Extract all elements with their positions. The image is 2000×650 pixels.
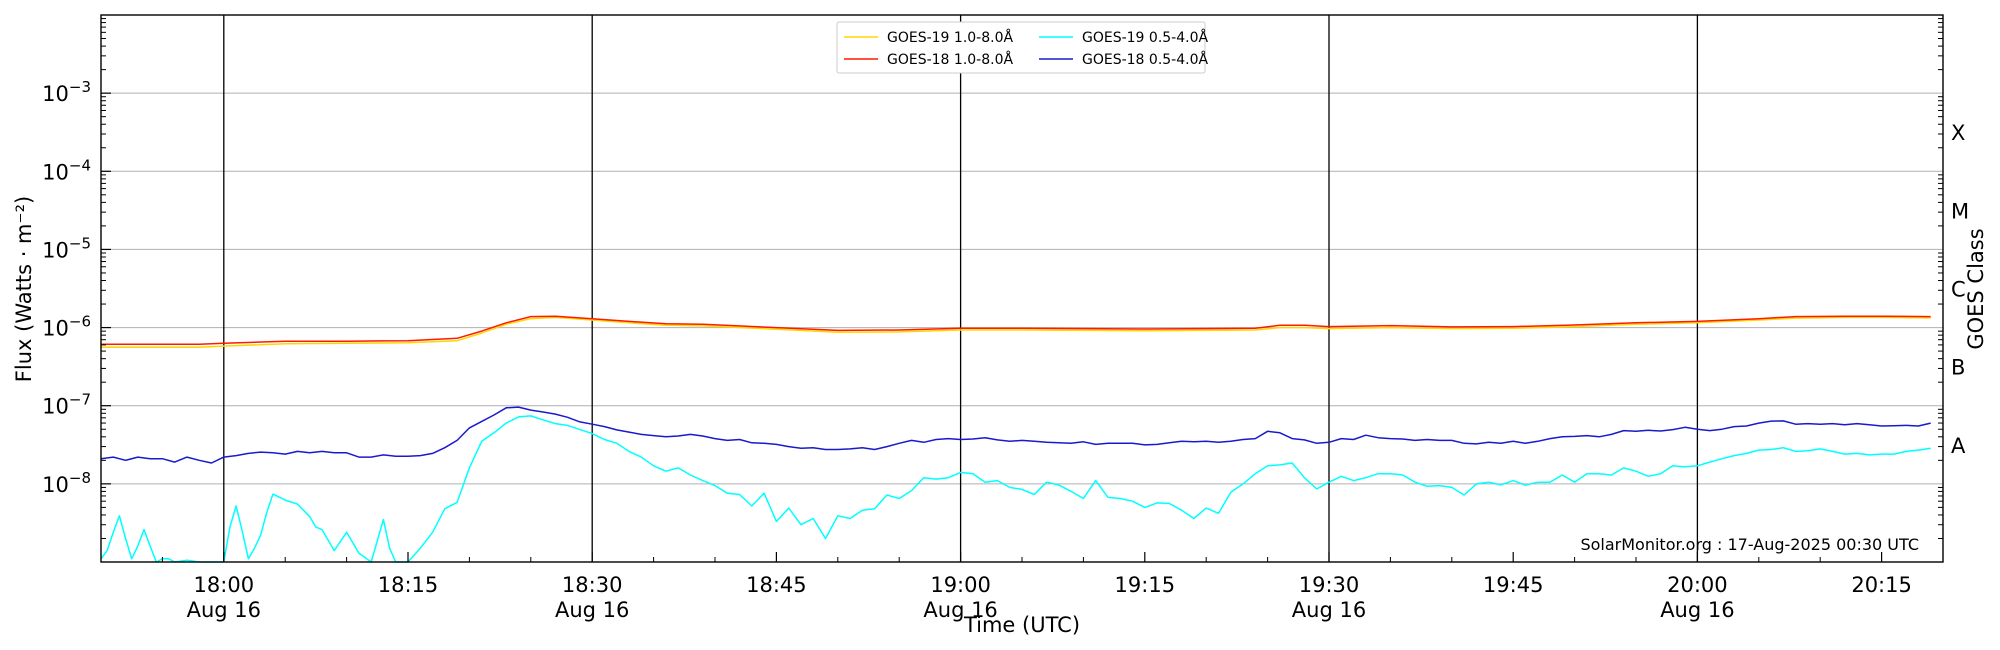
x-tick-label: 20:00	[1667, 573, 1728, 597]
x-tick-date-label: Aug 16	[555, 598, 629, 622]
series-lines	[100, 315, 1931, 563]
legend-label: GOES-18 1.0-8.0Å	[887, 51, 1013, 68]
legend-label: GOES-19 0.5-4.0Å	[1082, 29, 1208, 46]
y-tick-label: 10−4	[42, 156, 91, 184]
x-tick-label: 18:15	[378, 573, 439, 597]
x-tick-label: 19:45	[1483, 573, 1544, 597]
y-tick-labels: 10−8 10−7 10−6 10−5 10−4 10−3	[42, 78, 91, 497]
y2-axis-title: GOES Class	[1964, 228, 1988, 349]
day-boundary-lines	[223, 15, 1699, 562]
x-tick-label: 20:15	[1851, 573, 1912, 597]
y-tick-label: 10−7	[42, 391, 91, 419]
credit-text: SolarMonitor.org : 17-Aug-2025 00:30 UTC	[1580, 535, 1919, 554]
goes-class-label: A	[1951, 434, 1966, 458]
x-tick-date-label: Aug 16	[1292, 598, 1366, 622]
legend-label: GOES-19 1.0-8.0Å	[887, 29, 1013, 46]
x-tick-label: 18:30	[562, 573, 623, 597]
series-line	[101, 315, 1931, 346]
goes-class-label: C	[1951, 278, 1966, 302]
y-tick-label: 10−5	[42, 234, 91, 262]
x-tick-label: 19:00	[930, 573, 991, 597]
axis-ticks	[100, 18, 1944, 562]
x-tick-date-label: Aug 16	[187, 598, 261, 622]
series-line	[100, 415, 1931, 563]
y-tick-label: 10−8	[42, 469, 91, 497]
legend-box	[836, 21, 1206, 74]
series-line	[101, 316, 1931, 348]
legend: GOES-19 1.0-8.0Å GOES-18 1.0-8.0Å GOES-19 …	[836, 21, 1208, 74]
y-axis-title: Flux (Watts · m⁻²)	[12, 196, 36, 382]
series-line	[100, 406, 1931, 464]
x-tick-date-label: Aug 16	[923, 598, 997, 622]
x-tick-label: 19:30	[1299, 573, 1360, 597]
x-tick-date-label: Aug 16	[1660, 598, 1734, 622]
y-tick-label: 10−6	[42, 313, 91, 341]
y-tick-label: 10−3	[42, 78, 91, 106]
goes-class-label: X	[1951, 121, 1965, 145]
goes-class-labels: A B C M X	[1951, 121, 1969, 458]
x-tick-label: 18:45	[746, 573, 807, 597]
x-tick-label: 19:15	[1115, 573, 1176, 597]
goes-class-label: M	[1951, 199, 1969, 223]
legend-label: GOES-18 0.5-4.0Å	[1082, 51, 1208, 68]
x-axis-title: Time (UTC)	[963, 613, 1080, 637]
goes-class-label: B	[1951, 356, 1965, 380]
x-tick-label: 18:00	[194, 573, 255, 597]
